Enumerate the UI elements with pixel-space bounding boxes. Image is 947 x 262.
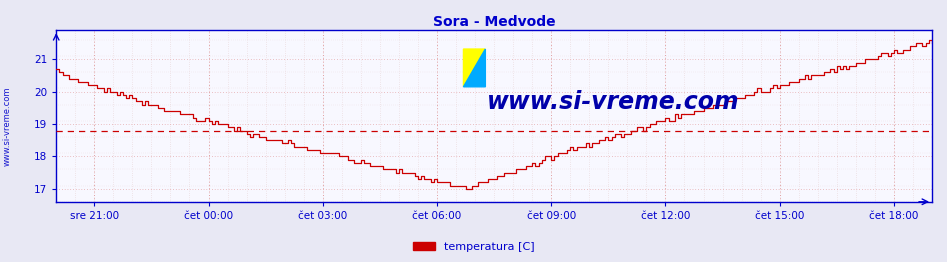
Text: www.si-vreme.com: www.si-vreme.com — [3, 86, 12, 166]
Polygon shape — [463, 49, 486, 87]
Legend: temperatura [C]: temperatura [C] — [408, 238, 539, 256]
Polygon shape — [463, 49, 486, 87]
Text: www.si-vreme.com: www.si-vreme.com — [487, 90, 740, 114]
Title: Sora - Medvode: Sora - Medvode — [433, 15, 556, 29]
